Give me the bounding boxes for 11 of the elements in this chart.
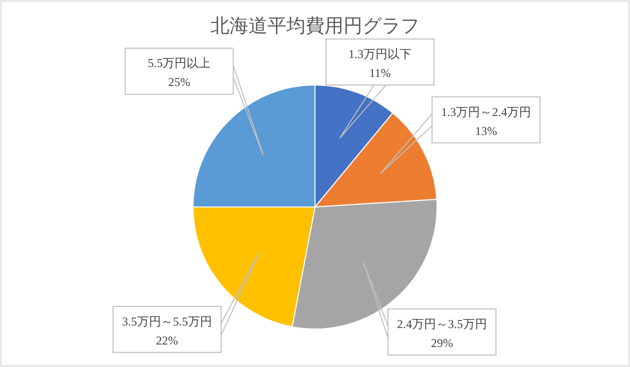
chart-title: 北海道平均費用円グラフ bbox=[210, 16, 420, 37]
slice-label: 1.3万円以下 bbox=[348, 47, 412, 61]
data-label: 29% bbox=[430, 336, 453, 350]
slice-label: 5.5万円以上 bbox=[148, 56, 211, 70]
slice-label: 3.5万円～5.5万円 bbox=[122, 314, 212, 328]
slice-label: 2.4万円～3.5万円 bbox=[396, 317, 487, 331]
slice-label: 1.3万円～2.4万円 bbox=[441, 104, 532, 119]
data-label: 11% bbox=[369, 66, 391, 80]
data-label: 13% bbox=[475, 124, 498, 138]
data-label: 22% bbox=[156, 333, 178, 348]
data-label: 25% bbox=[168, 75, 190, 90]
